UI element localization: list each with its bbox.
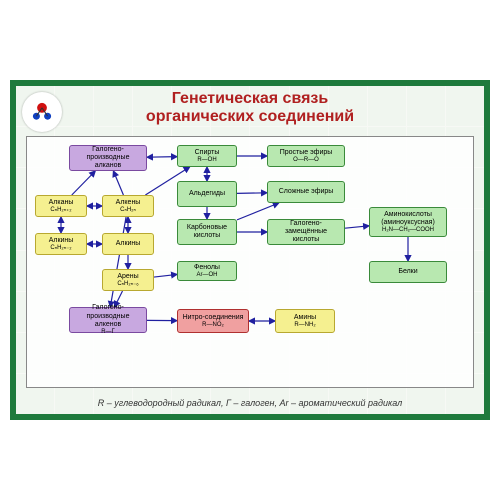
node-n14: Белки xyxy=(369,261,447,283)
node-label: Спирты xyxy=(195,149,220,157)
node-label: Галогено-замещённые кислоты xyxy=(271,220,341,244)
node-sublabel: Ar—OH xyxy=(197,272,218,279)
node-label: Аминокислоты (аминоуксусная) xyxy=(373,211,443,227)
edge xyxy=(113,171,123,195)
node-n17: Нитро-соединенияR—NO₂ xyxy=(177,309,249,333)
node-sublabel: CₙH₂ₙ xyxy=(120,207,136,214)
edge xyxy=(154,274,177,277)
node-n9: Галогено-замещённые кислоты xyxy=(267,219,345,245)
node-label: Сложные эфиры xyxy=(279,188,334,196)
node-n1: Галогено-производные алканов xyxy=(69,145,147,171)
title-block: Генетическая связь органических соединен… xyxy=(76,90,424,125)
node-n10: Аминокислоты (аминоуксусная)H₂N—CH₂—COOH xyxy=(369,207,447,237)
poster-frame: Генетическая связь органических соединен… xyxy=(10,80,490,420)
node-sublabel: R—NO₂ xyxy=(202,322,224,329)
node-n7: АлкеныCₙH₂ₙ xyxy=(102,195,154,217)
node-sublabel: R—NH₂ xyxy=(294,322,315,329)
node-label: Альдегиды xyxy=(189,190,225,198)
node-label: Алкины xyxy=(116,240,141,248)
title-line1: Генетическая связь xyxy=(172,90,328,107)
node-n16: Галогено-производные алкеновR—Г xyxy=(69,307,147,333)
node-sublabel: О—R—О xyxy=(293,157,319,164)
node-label: Алкены xyxy=(116,199,141,207)
node-n5: Сложные эфиры xyxy=(267,181,345,203)
node-label: Белки xyxy=(398,268,417,276)
node-n6: АлканыCₙH₂ₙ₊₂ xyxy=(35,195,87,217)
node-sublabel: CₙH₂ₙ₋₂ xyxy=(50,245,71,252)
edge xyxy=(147,157,177,158)
molecule-icon xyxy=(28,98,56,126)
flowchart-area: Галогено-производные алканов СпиртыR—OH Пр… xyxy=(26,136,474,388)
node-label: Галогено-производные алканов xyxy=(73,146,143,170)
node-n18: АминыR—NH₂ xyxy=(275,309,335,333)
node-n3: Простые эфирыО—R—О xyxy=(267,145,345,167)
node-n12: Алкины xyxy=(102,233,154,255)
title-line2: органических соединений xyxy=(146,108,354,125)
node-sublabel: R—OH xyxy=(197,157,216,164)
node-sublabel: H₂N—CH₂—COOH xyxy=(382,227,434,234)
node-label: Амины xyxy=(294,314,316,322)
node-sublabel: CₙH₂ₙ₋₆ xyxy=(117,281,138,288)
node-n11: АлкиныCₙH₂ₙ₋₂ xyxy=(35,233,87,255)
node-n15: АреныCₙH₂ₙ₋₆ xyxy=(102,269,154,291)
node-label: Фенолы xyxy=(194,264,220,272)
edge xyxy=(72,171,96,195)
edge xyxy=(237,203,279,220)
node-label: Галогено-производные алкенов xyxy=(73,304,143,328)
node-label: Нитро-соединения xyxy=(183,314,244,322)
node-sublabel: CₙH₂ₙ₊₂ xyxy=(50,207,71,214)
node-label: Алканы xyxy=(49,199,74,207)
legend-footnote: R – углеводородный радикал, Г – галоген,… xyxy=(16,398,484,408)
node-n2: СпиртыR—OH xyxy=(177,145,237,167)
node-n13: ФенолыAr—OH xyxy=(177,261,237,281)
node-label: Простые эфиры xyxy=(280,149,333,157)
edge xyxy=(345,226,369,228)
edge xyxy=(110,217,126,307)
node-sublabel: R—Г xyxy=(101,329,115,336)
node-label: Карбоновые кислоты xyxy=(181,224,233,240)
node-n4: Альдегиды xyxy=(177,181,237,207)
node-label: Алкины xyxy=(49,237,74,245)
node-label: Арены xyxy=(117,273,138,281)
title-text: Генетическая связь органических соединен… xyxy=(76,90,424,125)
edge xyxy=(237,193,267,194)
molecule-logo xyxy=(22,92,62,132)
node-n8: Карбоновые кислоты xyxy=(177,219,237,245)
